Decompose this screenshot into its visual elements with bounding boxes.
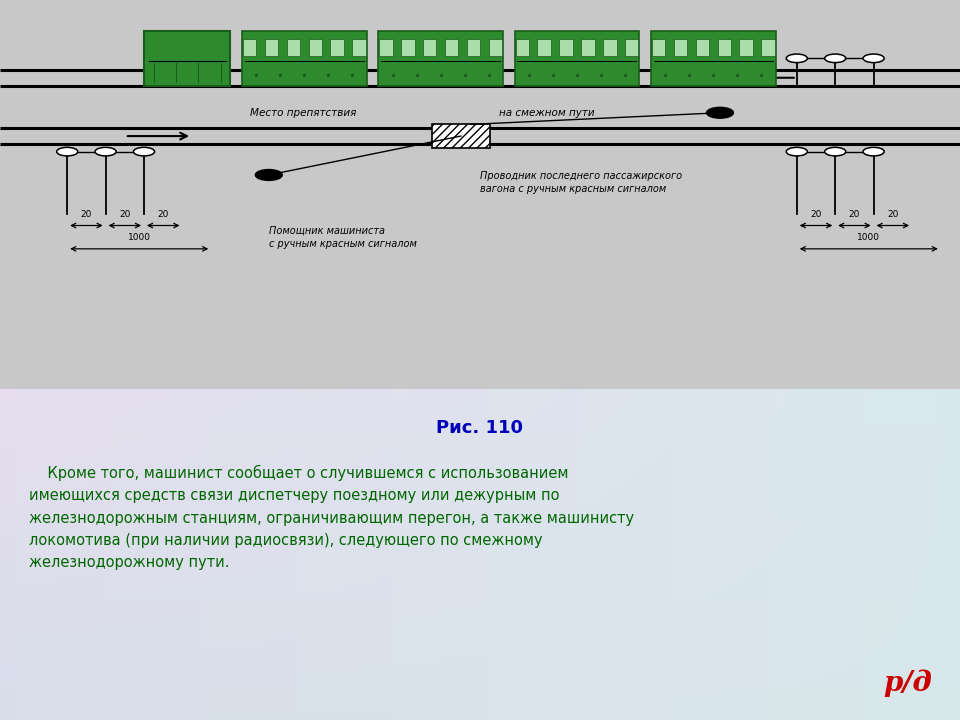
- Circle shape: [863, 148, 884, 156]
- Text: р/д: р/д: [883, 670, 931, 697]
- Bar: [696, 40, 709, 55]
- Bar: [444, 40, 458, 55]
- Bar: [489, 40, 502, 55]
- Bar: [242, 31, 367, 86]
- Text: 20: 20: [81, 210, 92, 218]
- Text: на смежном пути: на смежном пути: [499, 108, 595, 118]
- Bar: [378, 31, 503, 86]
- Bar: [308, 40, 322, 55]
- Bar: [717, 40, 731, 55]
- Text: 20: 20: [849, 210, 860, 218]
- Bar: [625, 40, 638, 55]
- Bar: [581, 40, 594, 55]
- Circle shape: [863, 54, 884, 63]
- Bar: [287, 40, 300, 55]
- Bar: [265, 40, 278, 55]
- Text: Рис. 110: Рис. 110: [437, 418, 523, 436]
- Circle shape: [57, 148, 78, 156]
- Circle shape: [786, 148, 807, 156]
- Circle shape: [825, 54, 846, 63]
- Text: 20: 20: [887, 210, 899, 218]
- Bar: [352, 40, 366, 55]
- Text: Помощник машиниста
с ручным красным сигналом: Помощник машиниста с ручным красным сигн…: [269, 225, 417, 248]
- Circle shape: [825, 148, 846, 156]
- Bar: [739, 40, 753, 55]
- Bar: [330, 40, 344, 55]
- Circle shape: [786, 54, 807, 63]
- Text: Место препятствия: Место препятствия: [250, 108, 356, 118]
- Bar: [651, 31, 776, 86]
- Bar: [761, 40, 775, 55]
- Bar: [516, 40, 529, 55]
- Text: Кроме того, машинист сообщает о случившемся с использованием
имеющихся средств с: Кроме того, машинист сообщает о случивше…: [29, 465, 634, 570]
- Bar: [467, 40, 480, 55]
- Bar: [674, 40, 687, 55]
- Bar: [538, 40, 551, 55]
- Text: 20: 20: [119, 210, 131, 218]
- Bar: [379, 40, 393, 55]
- Text: 1000: 1000: [128, 233, 151, 242]
- Text: 1000: 1000: [857, 233, 880, 242]
- Bar: [515, 31, 639, 86]
- Bar: [423, 40, 437, 55]
- Bar: [432, 125, 490, 148]
- Text: Проводник последнего пассажирского
вагона с ручным красным сигналом: Проводник последнего пассажирского вагон…: [480, 171, 683, 194]
- Bar: [144, 31, 230, 86]
- Text: 20: 20: [157, 210, 169, 218]
- Bar: [603, 40, 616, 55]
- Text: 20: 20: [810, 210, 822, 218]
- Circle shape: [95, 148, 116, 156]
- Bar: [243, 40, 256, 55]
- Bar: [652, 40, 665, 55]
- Bar: [401, 40, 415, 55]
- Bar: [560, 40, 573, 55]
- Circle shape: [133, 148, 155, 156]
- Circle shape: [255, 169, 282, 181]
- Circle shape: [707, 107, 733, 118]
